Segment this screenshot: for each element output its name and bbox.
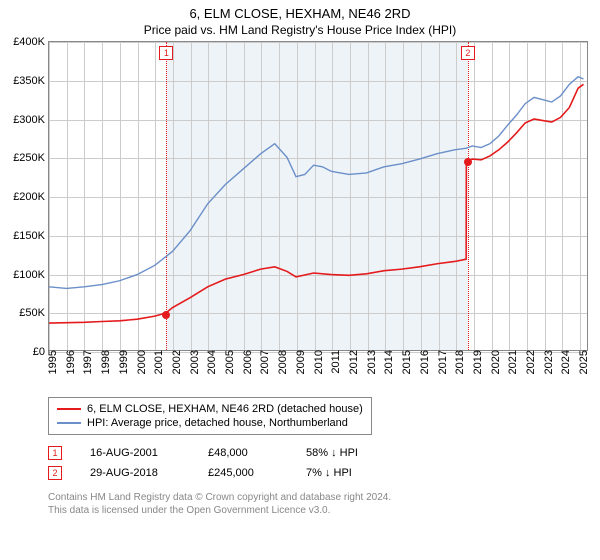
legend-label: HPI: Average price, detached house, Nort… — [87, 417, 348, 429]
sale-price: £245,000 — [208, 467, 278, 479]
x-axis-label: 1997 — [80, 350, 94, 374]
hpi-line — [49, 77, 584, 289]
x-axis-label: 2017 — [435, 350, 449, 374]
sale-number-box: 2 — [48, 466, 62, 480]
x-axis-label: 2003 — [187, 350, 201, 374]
y-axis-label: £250K — [13, 152, 49, 164]
x-axis-label: 2016 — [417, 350, 431, 374]
x-axis-label: 1999 — [116, 350, 130, 374]
x-axis-label: 2014 — [381, 350, 395, 374]
x-axis-label: 2007 — [257, 350, 271, 374]
sale-dot — [162, 311, 170, 319]
legend-label: 6, ELM CLOSE, HEXHAM, NE46 2RD (detached… — [87, 403, 363, 415]
x-axis-label: 2009 — [293, 350, 307, 374]
legend-swatch — [57, 422, 81, 424]
sale-row: 2 29-AUG-2018 £245,000 7% ↓ HPI — [48, 463, 600, 483]
x-axis-label: 2021 — [505, 350, 519, 374]
line-series — [49, 42, 587, 350]
sale-number-box: 1 — [48, 446, 62, 460]
x-axis-label: 2006 — [240, 350, 254, 374]
footer-line: Contains HM Land Registry data © Crown c… — [48, 491, 600, 504]
sale-vs-hpi: 7% ↓ HPI — [306, 467, 352, 479]
x-axis-label: 2001 — [151, 350, 165, 374]
x-axis-label: 2019 — [470, 350, 484, 374]
x-axis-label: 2024 — [558, 350, 572, 374]
x-axis-label: 2002 — [169, 350, 183, 374]
y-axis-label: £150K — [13, 230, 49, 242]
sale-row: 1 16-AUG-2001 £48,000 58% ↓ HPI — [48, 443, 600, 463]
x-axis-label: 2012 — [346, 350, 360, 374]
sale-date: 16-AUG-2001 — [90, 447, 180, 459]
y-axis-label: £100K — [13, 269, 49, 281]
legend-row: 6, ELM CLOSE, HEXHAM, NE46 2RD (detached… — [57, 402, 363, 416]
footer-line: This data is licensed under the Open Gov… — [48, 504, 600, 517]
sale-price: £48,000 — [208, 447, 278, 459]
x-axis-label: 2000 — [134, 350, 148, 374]
y-axis-label: £50K — [19, 307, 49, 319]
x-axis-label: 1995 — [45, 350, 59, 374]
legend-swatch — [57, 408, 81, 410]
legend-row: HPI: Average price, detached house, Nort… — [57, 416, 363, 430]
y-axis-label: £200K — [13, 191, 49, 203]
x-axis-label: 2023 — [541, 350, 555, 374]
property-line — [49, 84, 584, 323]
footer: Contains HM Land Registry data © Crown c… — [48, 491, 600, 517]
sales-table: 1 16-AUG-2001 £48,000 58% ↓ HPI 2 29-AUG-2018… — [48, 443, 600, 483]
chart: £0£50K£100K£150K£200K£250K£300K£350K£400… — [48, 41, 588, 391]
y-axis-label: £350K — [13, 75, 49, 87]
y-axis-label: £400K — [13, 36, 49, 48]
x-axis-label: 2013 — [364, 350, 378, 374]
x-axis-label: 2005 — [222, 350, 236, 374]
x-axis-label: 2008 — [275, 350, 289, 374]
x-axis-label: 2010 — [311, 350, 325, 374]
sale-vs-hpi: 58% ↓ HPI — [306, 447, 358, 459]
x-axis-label: 1998 — [98, 350, 112, 374]
x-axis-label: 2025 — [576, 350, 590, 374]
x-axis-label: 2004 — [204, 350, 218, 374]
x-axis-label: 1996 — [63, 350, 77, 374]
x-axis-label: 2015 — [399, 350, 413, 374]
plot-area: £0£50K£100K£150K£200K£250K£300K£350K£400… — [48, 41, 588, 351]
x-axis-label: 2018 — [452, 350, 466, 374]
x-axis-label: 2011 — [328, 350, 342, 374]
sale-date: 29-AUG-2018 — [90, 467, 180, 479]
legend: 6, ELM CLOSE, HEXHAM, NE46 2RD (detached… — [48, 397, 372, 435]
sale-dot — [464, 158, 472, 166]
x-axis-label: 2022 — [523, 350, 537, 374]
page-subtitle: Price paid vs. HM Land Registry's House … — [0, 21, 600, 41]
y-axis-label: £300K — [13, 114, 49, 126]
page-title: 6, ELM CLOSE, HEXHAM, NE46 2RD — [0, 0, 600, 21]
x-axis-label: 2020 — [488, 350, 502, 374]
